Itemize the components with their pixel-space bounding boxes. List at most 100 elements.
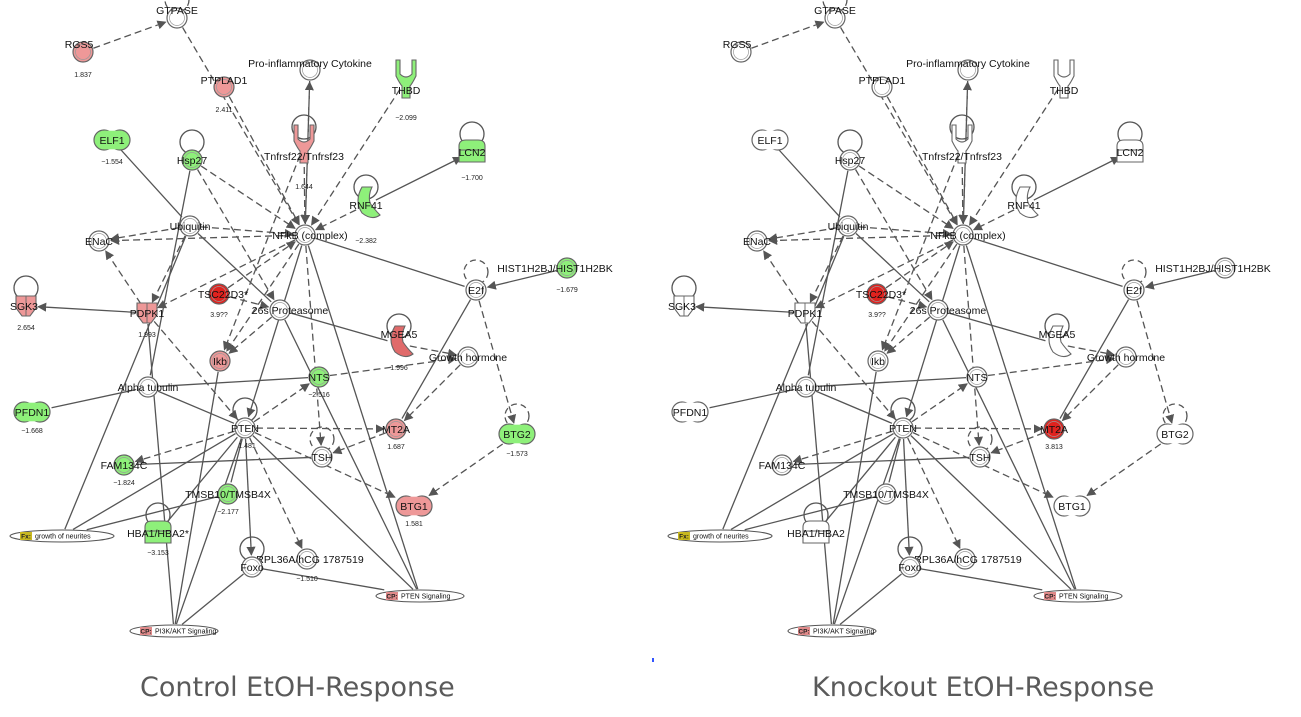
node-proinf[interactable]: Pro-inflammatory Cytokine — [248, 58, 372, 81]
node-prot26[interactable]: 26s Proteasome — [252, 299, 329, 321]
node-ikb[interactable]: Ikb — [209, 350, 231, 372]
node-shape — [1053, 59, 1075, 99]
node-pten[interactable]: PTEN 1.481 — [231, 417, 259, 450]
node-label: ENaC — [85, 236, 113, 248]
node-ubiquitin[interactable]: Ubiquitin — [170, 215, 211, 237]
node-cppi3k[interactable]: CP: PI3K/AKT Signaling — [129, 624, 219, 638]
node-rpl36a[interactable]: RPL36A/hCG 1787519 −1.510 — [256, 548, 364, 583]
node-cppi3k[interactable]: CP: PI3K/AKT Signaling — [787, 624, 877, 638]
node-tsh[interactable]: TSH — [969, 446, 991, 468]
node-thbd[interactable]: THBD −2.099 — [392, 59, 421, 122]
node-ubiquitin[interactable]: Ubiquitin — [828, 215, 869, 237]
node-foxo[interactable]: Foxo — [240, 556, 264, 578]
node-fxneurites[interactable]: Fx: growth of neurites — [9, 529, 115, 543]
node-fam134c[interactable]: FAM134C −1.824 — [101, 454, 148, 487]
node-tnfrsf[interactable]: Tnfrsf22/Tnfrsf23 1.644 — [264, 124, 344, 191]
node-hist[interactable]: HIST1H2BJ/HIST1H2BK — [1155, 257, 1271, 279]
node-inner-ring — [870, 353, 886, 369]
node-inner-ring — [272, 302, 288, 318]
node-tsc22d3[interactable]: TSC22D3* 3.9?? — [856, 283, 906, 319]
node-tsh[interactable]: TSH — [311, 446, 333, 468]
edge-NTS-AlphaTub — [159, 376, 309, 387]
node-gh[interactable]: Growth hormone — [1087, 346, 1165, 368]
node-pfdn1[interactable]: PFDN1 −1.668 — [13, 401, 51, 435]
node-inner-ring — [302, 62, 318, 78]
node-pdpk1[interactable]: PDPK1 1.993 — [130, 302, 165, 339]
node-gh[interactable]: Growth hormone — [429, 346, 507, 368]
node-shape-join — [24, 402, 40, 422]
node-sgk3[interactable]: SGK3 — [668, 295, 696, 317]
edge-PFDN1-AlphaTub — [709, 388, 795, 409]
node-label: E2f — [1126, 285, 1142, 297]
edge-RNF41-LCN2 — [1033, 156, 1121, 201]
node-pdpk1[interactable]: PDPK1 — [788, 302, 823, 324]
node-rgs5[interactable]: RGS5 1.837 — [65, 39, 94, 79]
node-mgea5[interactable]: MGEA5 — [1039, 325, 1076, 358]
node-elf1[interactable]: ELF1 — [751, 129, 789, 151]
node-rgs5[interactable]: RGS5 — [723, 39, 752, 63]
node-btg1[interactable]: BTG1 — [1053, 495, 1091, 517]
node-nfkb[interactable]: NFkB (complex) — [930, 224, 1006, 246]
node-tsc22d3[interactable]: TSC22D3* 3.9?? — [198, 283, 248, 319]
edge-PTPLAD1-NFkB — [228, 96, 300, 226]
node-hist[interactable]: HIST1H2BJ/HIST1H2BK −1.679 — [497, 257, 613, 294]
node-enac[interactable]: ENaC — [743, 230, 771, 252]
node-lcn2[interactable]: LCN2 −1.700 — [458, 139, 486, 182]
node-rnf41[interactable]: RNF41 — [1007, 186, 1041, 219]
node-e2f[interactable]: E2f — [1123, 279, 1145, 301]
node-btg2[interactable]: BTG2 −1.573 — [498, 423, 536, 458]
node-nts[interactable]: NTS −2.516 — [308, 366, 330, 399]
node-shape — [357, 186, 381, 219]
node-ptplad1[interactable]: PTPLAD1 2.411 — [201, 75, 248, 114]
node-mt2a[interactable]: MT2A 3.813 — [1040, 418, 1068, 451]
node-nts[interactable]: NTS — [966, 366, 988, 388]
node-nfkb[interactable]: NFkB (complex) — [272, 224, 348, 246]
edge-ELF1-Ubiquitin — [120, 149, 183, 218]
node-foxo[interactable]: Foxo — [898, 556, 922, 578]
node-btg2[interactable]: BTG2 — [1156, 423, 1194, 445]
node-label: PI3K/AKT Signaling — [155, 629, 216, 636]
node-ikb[interactable]: Ikb — [867, 350, 889, 372]
node-hsp27[interactable]: Hsp27 — [177, 149, 208, 171]
node-label: PFDN1 — [673, 407, 708, 419]
edge-Ubiquitin-ENaC — [109, 227, 180, 243]
node-hsp27[interactable]: Hsp27 — [835, 149, 866, 171]
node-prot26[interactable]: 26s Proteasome — [910, 299, 987, 321]
node-enac[interactable]: ENaC — [85, 230, 113, 252]
node-alphatub[interactable]: Alpha tubulin — [118, 376, 179, 398]
node-thbd[interactable]: THBD — [1050, 59, 1079, 99]
node-shape-join — [1064, 496, 1080, 516]
node-sgk3[interactable]: SGK3 2.654 — [10, 295, 38, 332]
node-lcn2[interactable]: LCN2 — [1116, 139, 1144, 163]
node-tmsb10[interactable]: TMSB10/TMSB4X −2.177 — [185, 483, 271, 516]
edge-PTEN-FAM134C — [134, 430, 235, 464]
node-pten[interactable]: PTEN — [889, 417, 917, 439]
node-gtpase[interactable]: GTPASE — [814, 5, 856, 29]
node-alphatub[interactable]: Alpha tubulin — [776, 376, 837, 398]
node-label: Ikb — [213, 356, 227, 368]
node-hba1[interactable]: HBA1/HBA2 — [787, 520, 845, 544]
node-elf1[interactable]: ELF1 −1.554 — [93, 129, 131, 166]
node-proinf[interactable]: Pro-inflammatory Cytokine — [906, 58, 1030, 81]
node-cppten[interactable]: CP: PTEN Signaling — [375, 589, 465, 603]
node-pfdn1[interactable]: PFDN1 — [671, 401, 709, 423]
node-ptplad1[interactable]: PTPLAD1 — [859, 75, 906, 98]
node-btg1[interactable]: BTG1 1.581 — [395, 495, 433, 528]
node-rnf41[interactable]: RNF41 −2.382 — [349, 186, 383, 245]
node-fam134c[interactable]: FAM134C — [759, 454, 806, 476]
node-gtpase[interactable]: GTPASE — [156, 5, 198, 29]
node-mt2a[interactable]: MT2A 1.687 — [382, 418, 410, 451]
edge-NFkB-CPPTEN — [307, 245, 419, 590]
node-e2f[interactable]: E2f — [465, 279, 487, 301]
node-tmsb10[interactable]: TMSB10/TMSB4X — [843, 483, 929, 505]
node-hba1[interactable]: HBA1/HBA2* −3.153 — [127, 520, 189, 557]
node-tnfrsf[interactable]: Tnfrsf22/Tnfrsf23 — [922, 124, 1002, 164]
node-shape — [954, 548, 976, 570]
node-rpl36a[interactable]: RPL36A/hCG 1787519 — [914, 548, 1022, 570]
node-fxneurites[interactable]: Fx: growth of neurites — [667, 529, 773, 543]
node-shape — [966, 366, 988, 388]
node-mgea5[interactable]: MGEA5 1.996 — [381, 325, 418, 372]
node-cppten[interactable]: CP: PTEN Signaling — [1033, 589, 1123, 603]
node-shape — [746, 230, 768, 252]
